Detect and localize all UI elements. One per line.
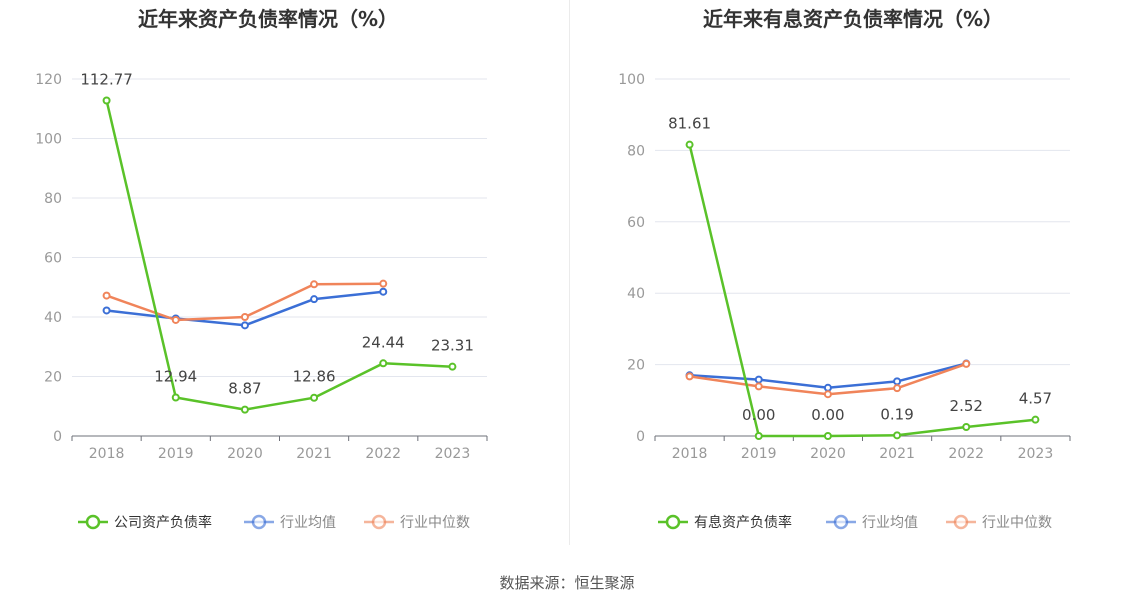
data-point xyxy=(893,384,902,393)
y-tick-label: 40 xyxy=(627,286,645,302)
data-point xyxy=(754,432,763,440)
data-label: 4.57 xyxy=(1019,390,1052,408)
series-line-0 xyxy=(105,100,453,411)
data-label: 12.86 xyxy=(293,368,336,386)
data-point xyxy=(310,295,319,304)
data-point xyxy=(310,393,319,402)
data-point xyxy=(102,291,111,300)
legend-marker-0 xyxy=(665,514,681,530)
data-label: 0.00 xyxy=(742,406,775,424)
data-label: 81.61 xyxy=(668,115,711,133)
data-point xyxy=(171,315,180,324)
y-tick-label: 20 xyxy=(627,358,645,374)
data-label: 112.77 xyxy=(80,71,133,89)
chart-title: 近年来有息资产负债率情况（%） xyxy=(703,7,1003,31)
data-point xyxy=(240,405,249,414)
legend-marker-1 xyxy=(833,514,849,530)
y-tick-label: 60 xyxy=(44,251,62,267)
y-tick-label: 120 xyxy=(35,72,62,88)
legend-marker-0 xyxy=(85,514,101,530)
data-point xyxy=(171,393,180,402)
data-point xyxy=(379,287,388,296)
data-point xyxy=(1031,415,1040,424)
data-label: 12.94 xyxy=(154,368,197,386)
legend-marker-1 xyxy=(251,514,267,530)
data-point xyxy=(379,279,388,288)
y-tick-label: 0 xyxy=(636,429,645,445)
x-tick-label: 2022 xyxy=(365,446,401,462)
data-point xyxy=(240,313,249,321)
x-tick-label: 2020 xyxy=(810,446,846,462)
data-point xyxy=(754,382,763,391)
data-point xyxy=(893,431,902,440)
data-label: 8.87 xyxy=(228,380,261,398)
data-label: 0.00 xyxy=(811,406,844,424)
legend-label: 公司资产负债率 xyxy=(114,514,212,531)
data-point xyxy=(823,390,832,399)
x-tick-label: 2020 xyxy=(227,446,263,462)
data-point xyxy=(102,306,111,315)
chart-title: 近年来资产负债率情况（%） xyxy=(138,7,398,31)
chart-debt-ratio: 近年来资产负债率情况（%） 0 20 40 60 80 100 120 2018 2019 2020… xyxy=(35,7,488,531)
x-tick-label: 2018 xyxy=(89,446,125,462)
series-line-0 xyxy=(688,144,1036,438)
data-point xyxy=(448,362,457,371)
data-source-note: 数据来源：恒生聚源 xyxy=(499,574,635,592)
data-point xyxy=(102,96,111,105)
y-tick-label: 0 xyxy=(53,429,62,445)
x-tick-label: 2022 xyxy=(948,446,984,462)
legend-marker-2 xyxy=(953,514,969,530)
x-tick-label: 2021 xyxy=(296,446,332,462)
data-label: 23.31 xyxy=(431,337,474,355)
data-label: 24.44 xyxy=(362,333,405,351)
data-point xyxy=(962,359,971,368)
x-tick-label: 2023 xyxy=(1018,446,1054,462)
y-tick-label: 80 xyxy=(627,143,645,159)
data-point xyxy=(379,359,388,368)
x-tick-label: 2018 xyxy=(672,446,708,462)
legend-label: 行业中位数 xyxy=(400,515,470,531)
data-point xyxy=(893,377,902,386)
data-label: 0.19 xyxy=(880,405,913,423)
x-tick-label: 2019 xyxy=(158,446,194,462)
data-point xyxy=(685,372,694,381)
y-tick-label: 100 xyxy=(35,132,62,148)
legend-label: 行业均值 xyxy=(862,515,918,531)
data-point xyxy=(823,383,832,392)
data-point xyxy=(310,280,319,289)
y-tick-label: 100 xyxy=(618,72,645,88)
legend-label: 行业均值 xyxy=(280,515,336,531)
y-tick-label: 60 xyxy=(627,215,645,231)
legend-label: 行业中位数 xyxy=(982,515,1052,531)
y-tick-label: 40 xyxy=(44,310,62,326)
data-point xyxy=(754,375,763,384)
chart-interest-bearing-debt-ratio: 近年来有息资产负债率情况（%） 0 20 40 60 80 100 2018 2019 2020 2… xyxy=(618,7,1071,531)
legend-marker-2 xyxy=(371,514,387,530)
data-label: 2.52 xyxy=(950,397,983,415)
data-point xyxy=(823,432,832,440)
panel-divider xyxy=(569,0,570,545)
data-point xyxy=(240,321,249,330)
data-point xyxy=(685,140,694,149)
data-point xyxy=(962,423,971,432)
y-tick-label: 80 xyxy=(44,191,62,207)
y-tick-label: 20 xyxy=(44,370,62,386)
legend-label: 有息资产负债率 xyxy=(694,514,792,531)
x-tick-label: 2023 xyxy=(435,446,471,462)
x-tick-label: 2021 xyxy=(879,446,915,462)
x-tick-label: 2019 xyxy=(741,446,777,462)
